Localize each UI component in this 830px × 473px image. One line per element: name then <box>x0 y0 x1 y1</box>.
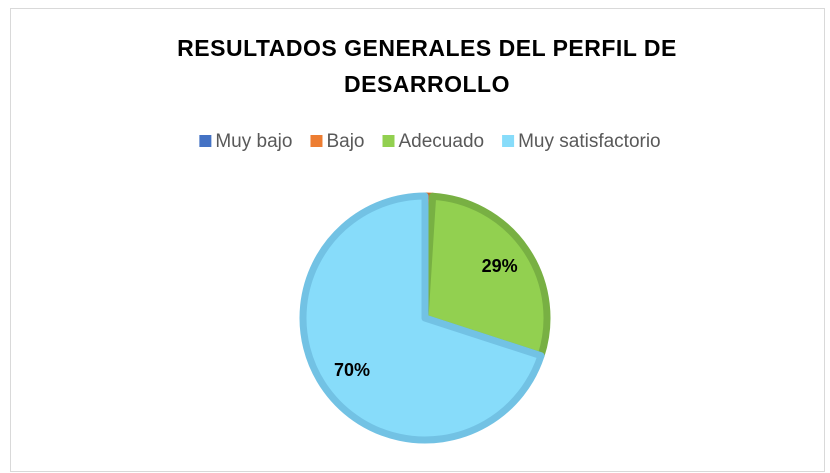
chart-title: DESARROLLO <box>344 71 510 97</box>
legend-swatch <box>502 135 515 147</box>
legend-label: Muy bajo <box>215 131 292 152</box>
legend-swatch <box>382 135 395 147</box>
data-label: 70% <box>334 360 370 380</box>
legend-label: Muy satisfactorio <box>518 131 661 152</box>
legend-label: Adecuado <box>399 131 485 152</box>
legend-swatch <box>199 135 212 147</box>
pie-slice <box>421 192 551 360</box>
pie-slice <box>299 192 545 444</box>
data-label: 29% <box>482 256 518 276</box>
chart-title: RESULTADOS GENERALES DEL PERFIL DE <box>177 35 677 61</box>
legend-swatch <box>310 135 323 147</box>
legend-label: Bajo <box>326 131 364 152</box>
